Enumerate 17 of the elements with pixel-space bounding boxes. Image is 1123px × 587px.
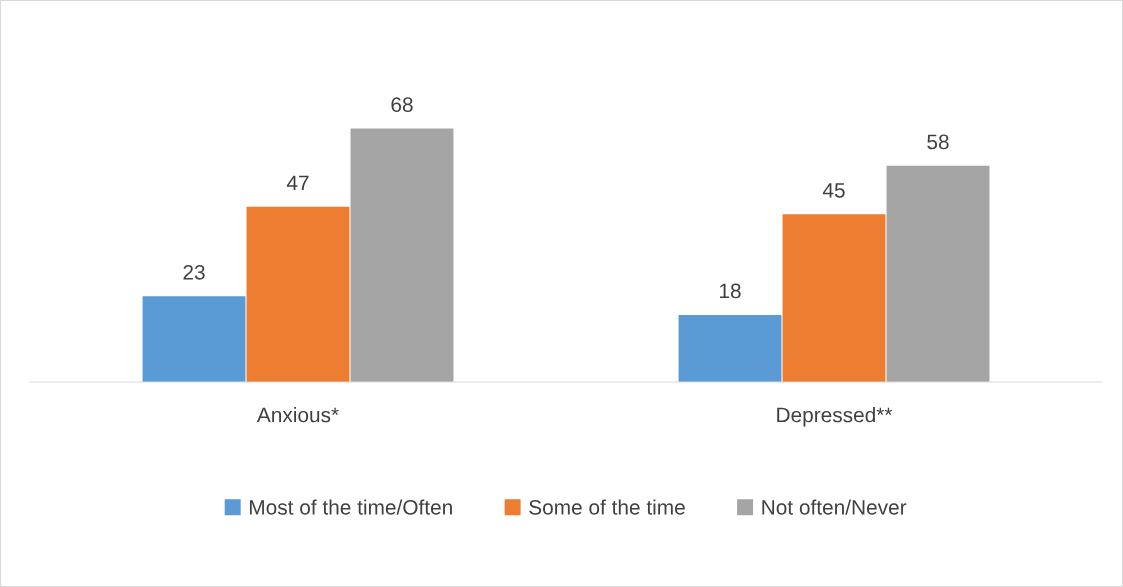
data-label: 23 — [183, 264, 205, 280]
data-label: 18 — [720, 283, 741, 299]
data-label: 58 — [927, 134, 949, 150]
legend-label: Some of the time — [529, 499, 685, 515]
bar — [678, 314, 782, 382]
data-label: 45 — [822, 183, 845, 198]
data-label: 47 — [286, 175, 309, 191]
data-label: 68 — [391, 97, 413, 112]
bar — [782, 214, 886, 382]
bar — [350, 128, 454, 382]
legend-label: Most of the time/Often — [250, 499, 452, 515]
bar — [886, 165, 990, 382]
bar — [142, 296, 246, 382]
x-tick-label: Depressed** — [777, 407, 893, 427]
legend-label: Not often/Never — [762, 499, 907, 515]
bar — [246, 206, 350, 382]
x-tick-label: Anxious* — [256, 407, 339, 423]
